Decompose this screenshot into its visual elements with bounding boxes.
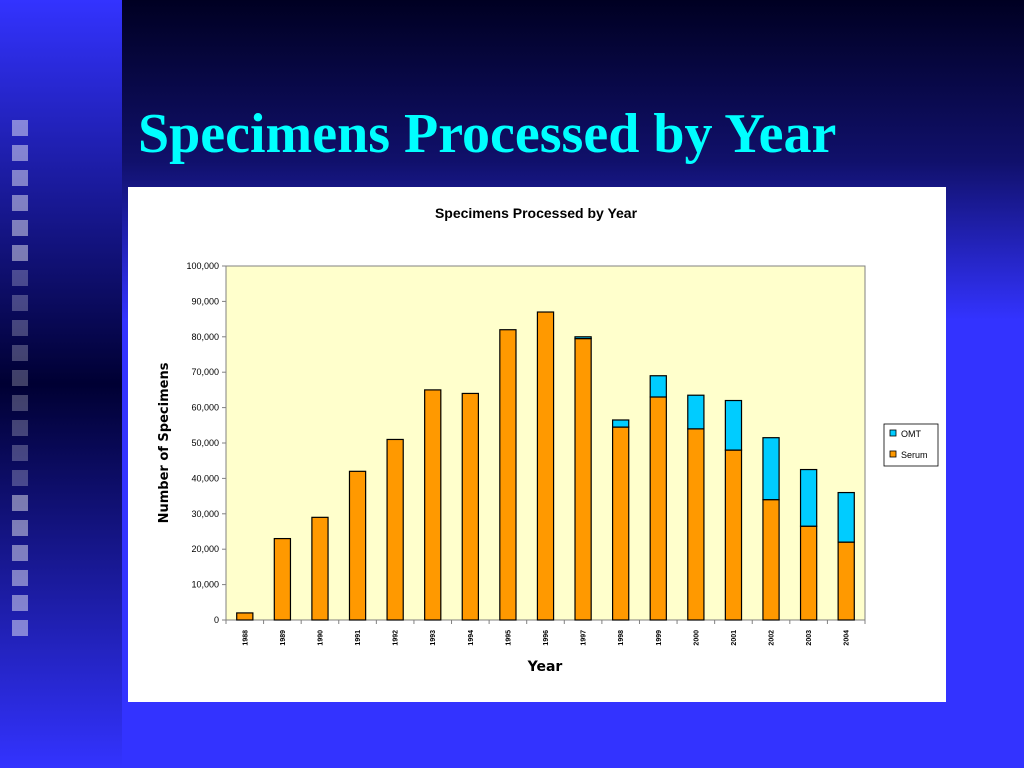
bar-serum-1993 bbox=[424, 389, 442, 621]
bar-serum-1989 bbox=[273, 537, 292, 621]
bar-omt-1999 bbox=[649, 375, 667, 398]
bar-serum-2002 bbox=[762, 499, 780, 621]
slide-title: Specimens Processed by Year bbox=[138, 103, 837, 165]
decorative-square bbox=[12, 120, 28, 136]
x-tick-label: 1994 bbox=[468, 630, 475, 646]
decorative-square bbox=[12, 170, 28, 186]
y-tick-label: 30,000 bbox=[191, 509, 219, 519]
legend: OMT Serum bbox=[883, 423, 939, 467]
decorative-square bbox=[12, 320, 28, 336]
legend-swatch-omt bbox=[889, 429, 897, 437]
decorative-square bbox=[12, 570, 28, 586]
x-tick-label: 1995 bbox=[505, 630, 512, 646]
decorative-square bbox=[12, 445, 28, 461]
stacked-bar-chart: Specimens Processed by Year 0 10,000 20,00… bbox=[157, 205, 939, 675]
bar-omt-2002 bbox=[762, 437, 780, 501]
decorative-square bbox=[12, 395, 28, 411]
bar-omt-2003 bbox=[799, 468, 818, 527]
x-tick-label: 2003 bbox=[806, 630, 813, 646]
decorative-squares bbox=[12, 120, 28, 636]
decorative-square bbox=[12, 195, 28, 211]
bar-omt-2004 bbox=[837, 491, 855, 543]
bar-serum-1990 bbox=[311, 516, 329, 621]
decorative-square bbox=[12, 420, 28, 436]
bar-omt-1997 bbox=[574, 336, 592, 340]
x-tick-label: 1993 bbox=[430, 630, 437, 646]
y-axis: 0 10,000 20,000 30,000 40,000 50,000 60,000 70,… bbox=[186, 261, 226, 625]
y-tick-label: 0 bbox=[214, 615, 219, 625]
decorative-square bbox=[12, 220, 28, 236]
bar-omt-2000 bbox=[687, 394, 705, 430]
y-axis-title: Number of Specimens bbox=[157, 362, 172, 523]
chart-title: Specimens Processed by Year bbox=[435, 205, 638, 221]
bar-serum-1988 bbox=[236, 612, 254, 621]
decorative-square bbox=[12, 370, 28, 386]
x-tick-label: 2001 bbox=[731, 630, 738, 646]
x-axis-title: Year bbox=[527, 659, 563, 675]
bar-serum-1992 bbox=[386, 438, 404, 621]
y-tick-label: 90,000 bbox=[191, 296, 219, 306]
decorative-square bbox=[12, 245, 28, 261]
legend-label-omt: OMT bbox=[901, 429, 921, 439]
x-tick-label: 2002 bbox=[769, 630, 776, 646]
bars-group bbox=[236, 311, 855, 621]
x-tick-label: 1998 bbox=[618, 630, 625, 646]
bar-serum-2001 bbox=[724, 449, 743, 621]
x-tick-label: 1999 bbox=[656, 630, 663, 646]
x-tick-label: 2000 bbox=[693, 630, 700, 646]
decorative-square bbox=[12, 520, 28, 536]
decorative-square bbox=[12, 145, 28, 161]
x-tick-label: 1989 bbox=[280, 630, 287, 646]
decorative-square bbox=[12, 595, 28, 611]
decorative-square bbox=[12, 270, 28, 286]
bar-serum-1998 bbox=[611, 426, 630, 621]
decorative-square bbox=[12, 495, 28, 511]
decorative-square bbox=[12, 345, 28, 361]
y-tick-label: 100,000 bbox=[186, 261, 219, 271]
y-tick-label: 20,000 bbox=[191, 544, 219, 554]
y-tick-label: 70,000 bbox=[191, 367, 219, 377]
x-tick-label: 1990 bbox=[317, 630, 324, 646]
bar-serum-1996 bbox=[536, 311, 555, 621]
bar-serum-2003 bbox=[799, 525, 818, 621]
bar-serum-2004 bbox=[837, 541, 855, 621]
y-tick-label: 80,000 bbox=[191, 332, 219, 342]
bar-serum-2000 bbox=[687, 428, 705, 621]
decorative-square bbox=[12, 620, 28, 636]
x-tick-label: 2004 bbox=[844, 630, 851, 646]
decorative-square bbox=[12, 295, 28, 311]
decorative-square bbox=[12, 470, 28, 486]
bar-serum-1997 bbox=[574, 337, 592, 621]
y-tick-label: 40,000 bbox=[191, 473, 219, 483]
legend-swatch-serum bbox=[889, 450, 897, 458]
bar-omt-1998 bbox=[611, 419, 630, 428]
bar-serum-1999 bbox=[649, 396, 667, 621]
bar-omt-2001 bbox=[724, 399, 743, 451]
x-tick-label: 1991 bbox=[355, 630, 362, 646]
x-tick-label: 1988 bbox=[242, 630, 249, 646]
x-tick-label: 1992 bbox=[393, 630, 400, 646]
chart-panel: Specimens Processed by Year 0 10,000 20,00… bbox=[128, 187, 946, 702]
bar-serum-1995 bbox=[499, 329, 517, 621]
bar-serum-1994 bbox=[461, 392, 480, 621]
decorative-square bbox=[12, 545, 28, 561]
x-tick-label: 1997 bbox=[581, 630, 588, 646]
bar-serum-1991 bbox=[348, 470, 367, 621]
x-axis: 1988 1989 1990 1991 1992 1993 1994 1995 1996 1997… bbox=[225, 620, 866, 646]
y-tick-label: 50,000 bbox=[191, 438, 219, 448]
x-tick-label: 1996 bbox=[543, 630, 550, 646]
legend-label-serum: Serum bbox=[901, 450, 928, 460]
y-tick-label: 60,000 bbox=[191, 403, 219, 413]
y-tick-label: 10,000 bbox=[191, 580, 219, 590]
